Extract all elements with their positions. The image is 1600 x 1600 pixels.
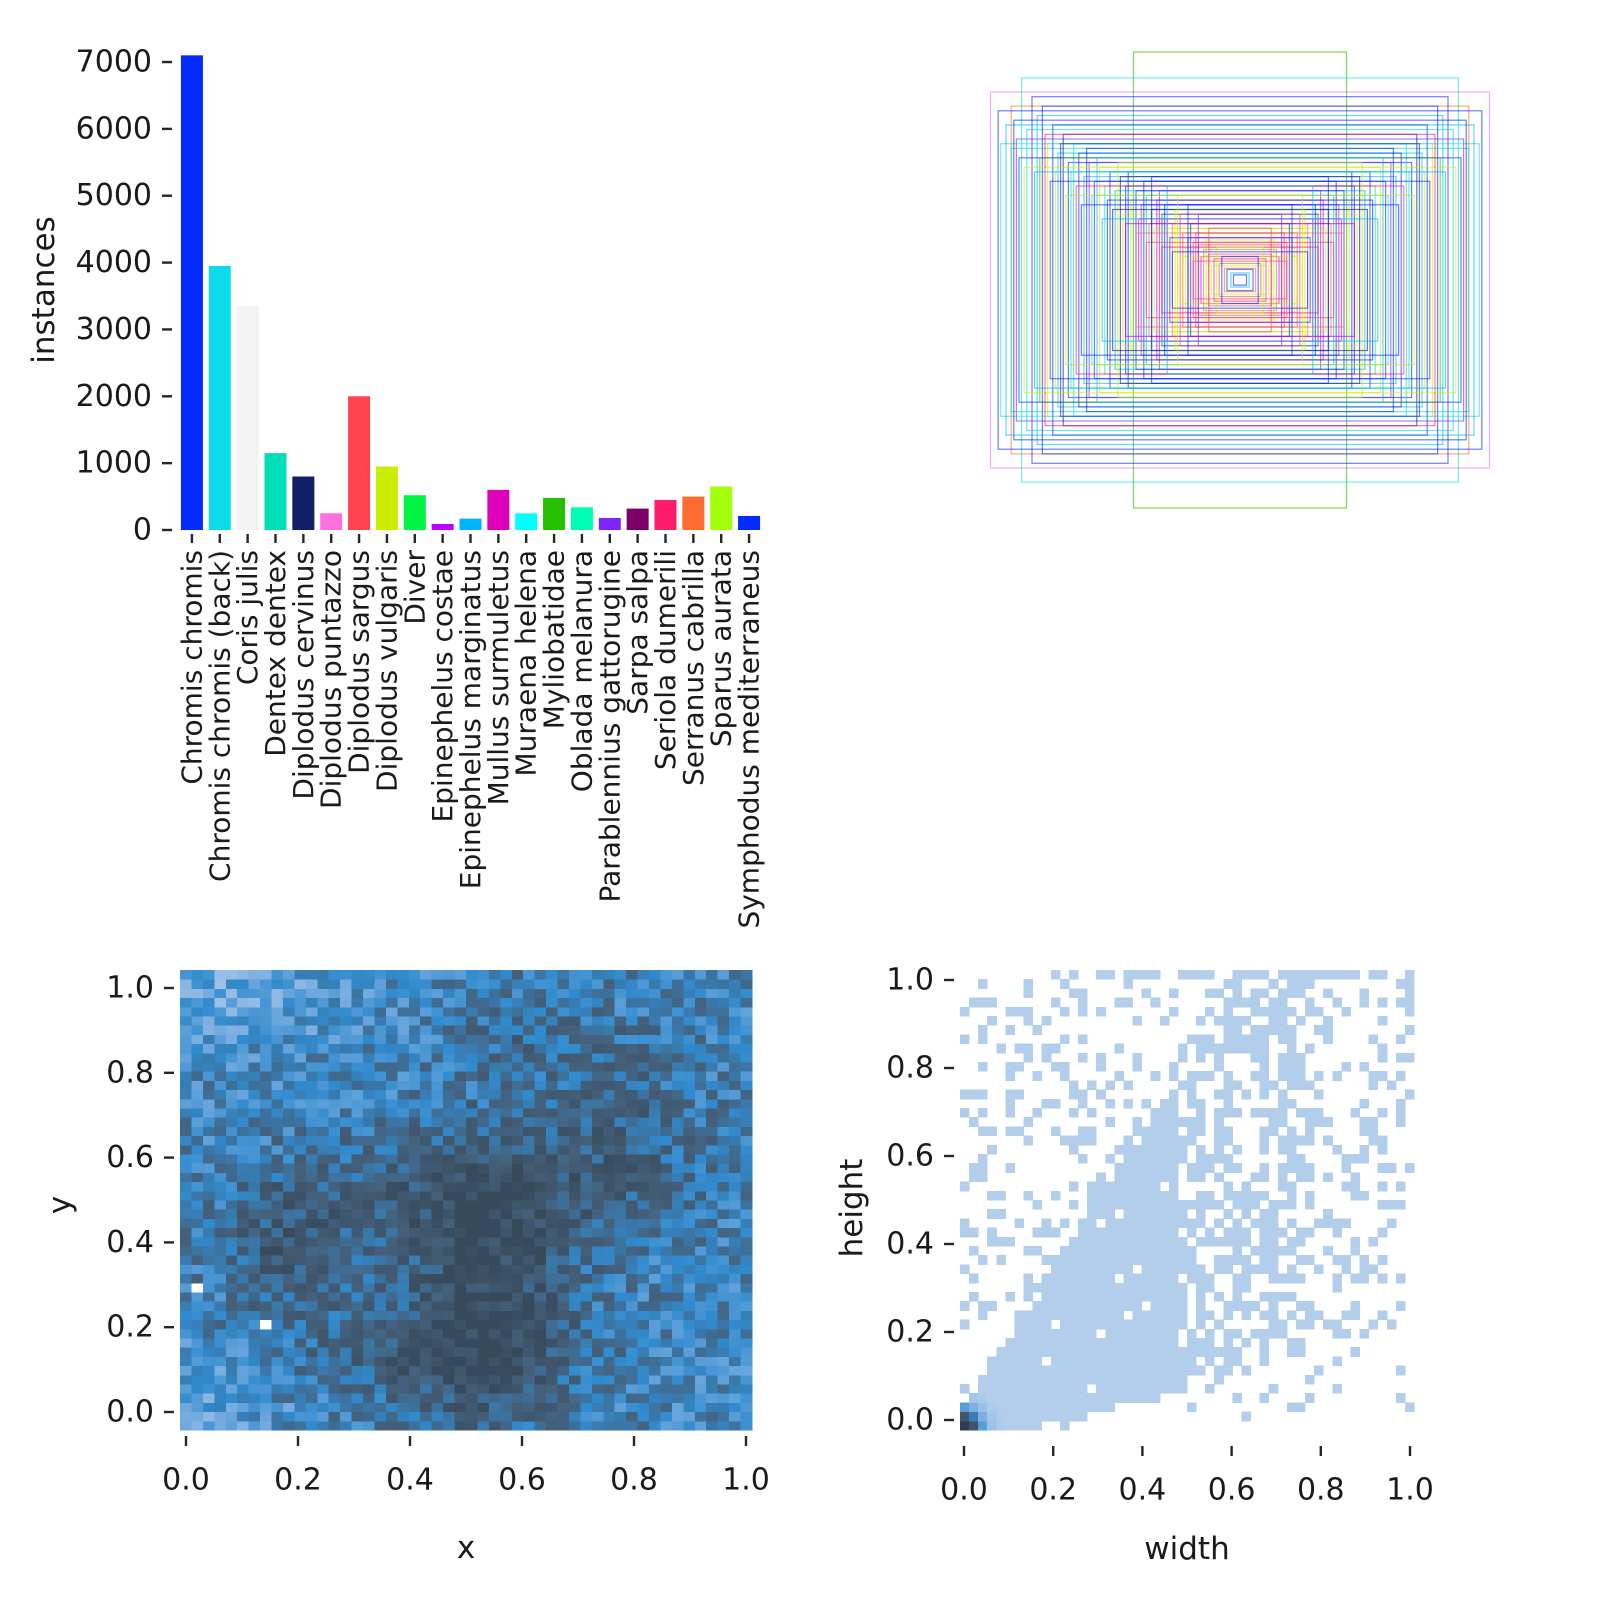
- wh-heatmap-panel: 0.0 0.2 0.4 0.6 0.8 1.0 0.0 0.2 0.4 0.6 0.8 1.0: [830, 945, 1590, 1585]
- instances-bar-chart: 0 1000 2000 3000 4000 5000 6000 7000 Chromis chr…: [76, 45, 766, 929]
- svg-text:1000: 1000: [76, 446, 152, 481]
- svg-text:Chromis chromis (back): Chromis chromis (back): [203, 550, 236, 882]
- svg-text:0: 0: [133, 513, 152, 548]
- svg-text:0.6: 0.6: [1208, 1473, 1256, 1508]
- wh-y-axis-label: height: [834, 1158, 870, 1258]
- width-height-heatmap: 0.0 0.2 0.4 0.6 0.8 1.0 0.0 0.2 0.4 0.6 0.8 1.0: [886, 963, 1434, 1508]
- svg-text:0.0: 0.0: [886, 1403, 934, 1438]
- svg-text:0.2: 0.2: [106, 1310, 154, 1345]
- svg-text:0.2: 0.2: [274, 1463, 322, 1498]
- svg-text:Myliobatidae: Myliobatidae: [538, 550, 571, 729]
- xy-position-heatmap: 0.0 0.2 0.4 0.6 0.8 1.0 0.0 0.2 0.4 0.6 0.8 1.0: [106, 970, 770, 1498]
- svg-text:Coris julis: Coris julis: [231, 550, 264, 685]
- svg-text:Oblada melanura: Oblada melanura: [565, 550, 598, 792]
- svg-text:0.8: 0.8: [1297, 1473, 1345, 1508]
- svg-text:0.2: 0.2: [1029, 1473, 1077, 1508]
- svg-text:0.8: 0.8: [106, 1055, 154, 1090]
- xy-y-axis-label: y: [42, 1195, 78, 1215]
- svg-text:Chromis chromis: Chromis chromis: [175, 550, 208, 785]
- svg-text:0.0: 0.0: [106, 1395, 154, 1430]
- svg-text:6000: 6000: [76, 111, 152, 146]
- svg-text:Epinephelus costae: Epinephelus costae: [426, 550, 459, 822]
- svg-text:0.0: 0.0: [940, 1473, 988, 1508]
- svg-text:4000: 4000: [76, 245, 152, 280]
- wh-x-axis-label: width: [1144, 1531, 1230, 1567]
- svg-text:Sparus aurata: Sparus aurata: [705, 550, 738, 747]
- svg-text:Epinephelus marginatus: Epinephelus marginatus: [454, 550, 487, 889]
- svg-text:3000: 3000: [76, 312, 152, 347]
- svg-text:0.4: 0.4: [886, 1227, 934, 1262]
- svg-text:Diplodus sargus: Diplodus sargus: [343, 550, 376, 774]
- svg-text:7000: 7000: [76, 45, 152, 80]
- svg-text:Diplodus puntazzo: Diplodus puntazzo: [315, 550, 348, 809]
- svg-text:0.2: 0.2: [886, 1315, 934, 1350]
- bbox-overlay-panel: [975, 42, 1505, 522]
- svg-text:Parablennius gattorugine: Parablennius gattorugine: [593, 550, 626, 903]
- xy-heatmap-panel: 0.0 0.2 0.4 0.6 0.8 1.0 0.0 0.2 0.4 0.6 0.8 1.0: [30, 945, 820, 1585]
- svg-text:0.4: 0.4: [106, 1225, 154, 1260]
- svg-text:Muraena helena: Muraena helena: [510, 550, 543, 777]
- svg-text:Seriola dumerili: Seriola dumerili: [649, 550, 682, 770]
- svg-text:2000: 2000: [76, 379, 152, 414]
- svg-text:Sarpa salpa: Sarpa salpa: [621, 550, 654, 715]
- svg-text:5000: 5000: [76, 178, 152, 213]
- svg-text:Symphodus mediterraneus: Symphodus mediterraneus: [733, 550, 766, 929]
- svg-text:1.0: 1.0: [722, 1463, 770, 1498]
- svg-text:0.6: 0.6: [498, 1463, 546, 1498]
- svg-text:0.6: 0.6: [886, 1139, 934, 1174]
- svg-text:Diver: Diver: [398, 550, 431, 625]
- svg-text:0.8: 0.8: [610, 1463, 658, 1498]
- svg-text:Dentex dentex: Dentex dentex: [259, 550, 292, 757]
- svg-text:1.0: 1.0: [106, 971, 154, 1006]
- svg-text:0.0: 0.0: [162, 1463, 210, 1498]
- svg-text:0.8: 0.8: [886, 1051, 934, 1086]
- svg-text:Diplodus vulgaris: Diplodus vulgaris: [370, 550, 403, 792]
- svg-text:Serranus cabrilla: Serranus cabrilla: [677, 550, 710, 786]
- svg-text:0.4: 0.4: [1119, 1473, 1167, 1508]
- svg-text:0.6: 0.6: [106, 1140, 154, 1175]
- bbox-overlay-plot: [989, 51, 1491, 509]
- svg-text:Mullus surmuletus: Mullus surmuletus: [482, 550, 515, 805]
- svg-text:Diplodus cervinus: Diplodus cervinus: [287, 550, 320, 800]
- svg-text:0.4: 0.4: [386, 1463, 434, 1498]
- bar-y-axis-label: instances: [26, 216, 62, 364]
- xy-x-axis-label: x: [456, 1530, 476, 1566]
- svg-text:1.0: 1.0: [886, 963, 934, 998]
- instances-bar-chart-panel: 0 1000 2000 3000 4000 5000 6000 7000 Chromis chr…: [20, 20, 810, 935]
- svg-text:1.0: 1.0: [1386, 1473, 1434, 1508]
